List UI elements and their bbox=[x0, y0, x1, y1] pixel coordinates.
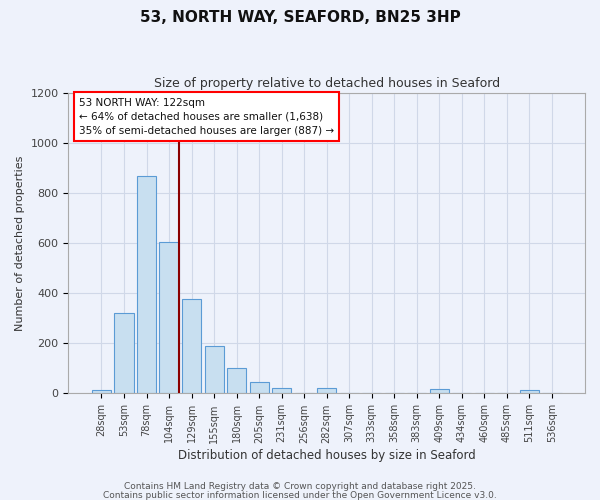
Title: Size of property relative to detached houses in Seaford: Size of property relative to detached ho… bbox=[154, 78, 500, 90]
X-axis label: Distribution of detached houses by size in Seaford: Distribution of detached houses by size … bbox=[178, 450, 476, 462]
Text: 53 NORTH WAY: 122sqm
← 64% of detached houses are smaller (1,638)
35% of semi-de: 53 NORTH WAY: 122sqm ← 64% of detached h… bbox=[79, 98, 334, 136]
Bar bbox=[92, 390, 111, 394]
Bar bbox=[272, 388, 291, 394]
Bar bbox=[250, 382, 269, 394]
Text: 53, NORTH WAY, SEAFORD, BN25 3HP: 53, NORTH WAY, SEAFORD, BN25 3HP bbox=[140, 10, 460, 25]
Bar bbox=[160, 242, 179, 394]
Y-axis label: Number of detached properties: Number of detached properties bbox=[15, 156, 25, 331]
Bar bbox=[520, 390, 539, 394]
Bar bbox=[227, 368, 246, 394]
Text: Contains HM Land Registry data © Crown copyright and database right 2025.: Contains HM Land Registry data © Crown c… bbox=[124, 482, 476, 491]
Bar bbox=[137, 176, 156, 394]
Bar bbox=[430, 389, 449, 394]
Bar bbox=[115, 312, 134, 394]
Bar bbox=[182, 299, 201, 394]
Bar bbox=[205, 346, 224, 394]
Bar bbox=[317, 388, 336, 394]
Text: Contains public sector information licensed under the Open Government Licence v3: Contains public sector information licen… bbox=[103, 490, 497, 500]
